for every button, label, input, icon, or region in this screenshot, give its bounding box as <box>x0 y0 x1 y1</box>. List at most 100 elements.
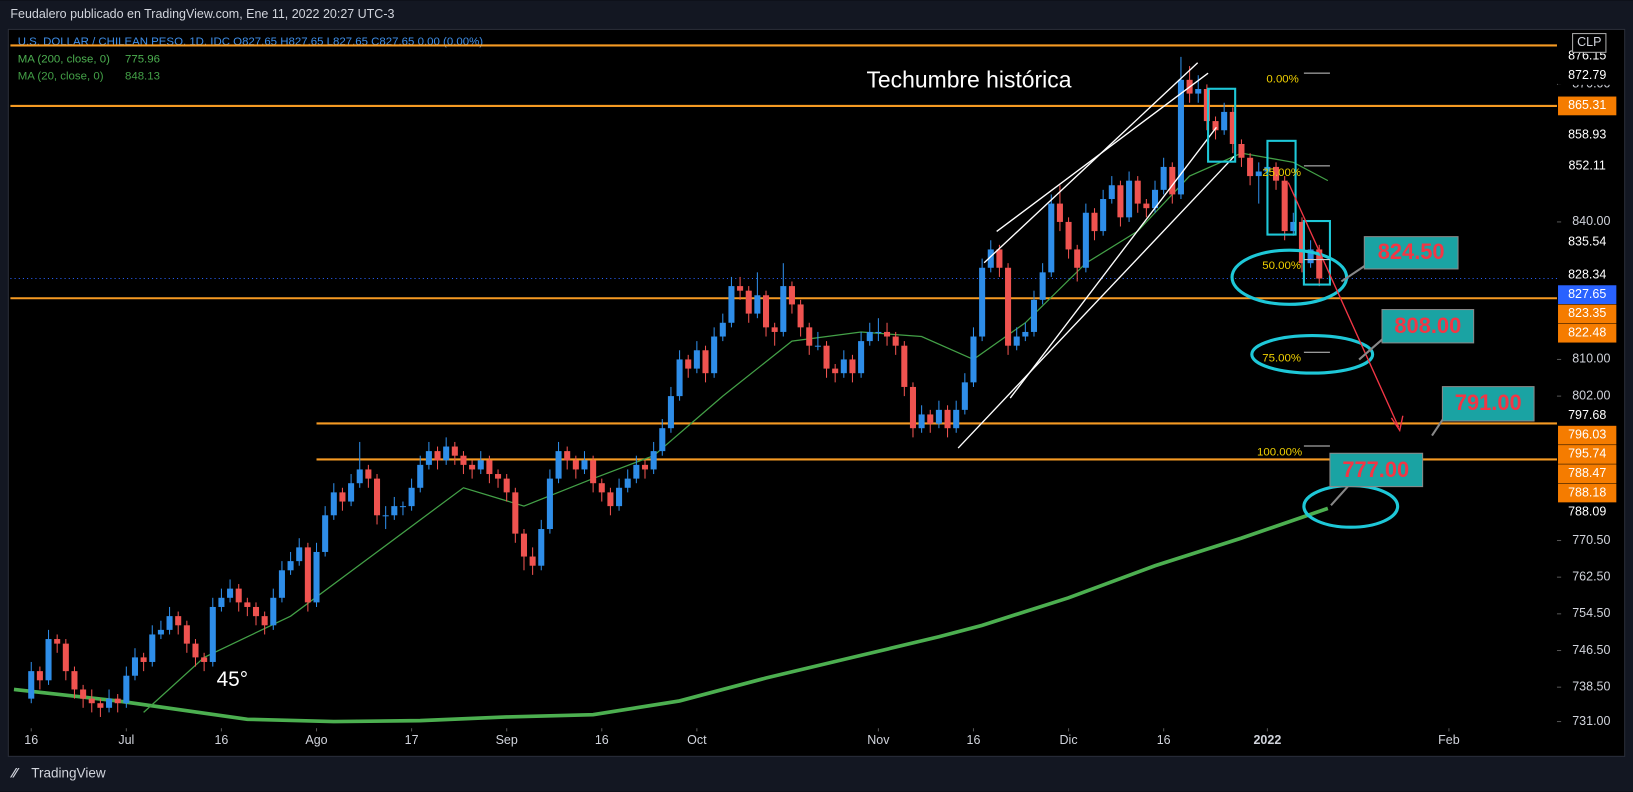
candle-body <box>304 547 311 603</box>
candle-body <box>469 464 476 470</box>
fib-label: 100.00% <box>1257 446 1302 458</box>
candle-body <box>1281 180 1288 232</box>
candle-body <box>961 382 968 410</box>
candle-body <box>979 267 986 337</box>
candle-body <box>693 350 700 369</box>
drawing <box>1250 334 1375 375</box>
target-label: 791.00 <box>1455 390 1522 415</box>
candle-body <box>261 616 268 626</box>
candle-body <box>858 341 865 374</box>
candle-body <box>244 602 251 607</box>
price-label-box <box>1558 125 1617 145</box>
x-tick-label: 16 <box>214 733 228 747</box>
candle-body <box>123 675 130 704</box>
candle-body <box>348 483 355 502</box>
candle-body <box>235 588 242 603</box>
candle-body <box>417 464 424 488</box>
target-label: 824.50 <box>1378 239 1445 264</box>
drawing <box>1390 415 1404 433</box>
candle-body <box>728 286 735 323</box>
ma-line <box>13 506 1329 724</box>
price-label-box <box>1558 266 1617 285</box>
x-tick-label: 16 <box>24 733 38 747</box>
candle-body <box>451 446 458 456</box>
candle-body <box>62 643 69 672</box>
logo: ⁄⁄ <box>9 766 19 781</box>
candle-body <box>131 657 139 676</box>
target-label: 777.00 <box>1342 457 1409 482</box>
candle-body <box>780 286 787 332</box>
candle-body <box>520 533 528 557</box>
candle-body <box>373 478 381 516</box>
currency: CLP <box>1577 35 1601 49</box>
price-label: 788.18 <box>1568 485 1606 499</box>
candle-body <box>1212 121 1219 131</box>
candle-body <box>572 460 579 470</box>
candle-body <box>1143 203 1150 209</box>
price-label-box <box>1558 425 1617 445</box>
price-label: 865.31 <box>1568 98 1606 112</box>
candle-body <box>54 639 61 644</box>
candle-body <box>382 515 389 517</box>
candle-body <box>356 469 363 484</box>
y-tick-label: 762.50 <box>1572 569 1610 583</box>
candle-body <box>365 469 372 479</box>
y-tick-label: 731.00 <box>1572 714 1610 728</box>
price-label: 852.11 <box>1569 159 1606 173</box>
price-label: 788.47 <box>1568 466 1606 480</box>
candle-body <box>866 331 873 342</box>
candle-body <box>771 327 778 332</box>
candle-body <box>590 460 597 484</box>
y-tick-label: 754.50 <box>1572 606 1610 620</box>
x-tick-label: 2022 <box>1253 733 1281 747</box>
price-label: 822.48 <box>1568 325 1606 339</box>
candle-body <box>71 671 78 690</box>
candle-body <box>28 671 35 699</box>
candle-body <box>814 345 821 347</box>
price-label: 823.35 <box>1568 306 1606 320</box>
price-label: 788.09 <box>1568 505 1606 519</box>
candle-body <box>425 451 432 465</box>
candle-body <box>875 331 882 333</box>
drawing <box>1009 126 1217 399</box>
candle-body <box>1290 221 1297 232</box>
candle-body <box>97 703 104 708</box>
candle-body <box>953 409 960 429</box>
candle-body <box>218 597 225 607</box>
drawing <box>1358 337 1384 361</box>
candle-body <box>935 409 942 424</box>
candle-body <box>495 474 502 479</box>
header: Feudalero publicado en TradingView.com, … <box>10 7 394 21</box>
price-label: 795.74 <box>1568 447 1606 461</box>
fib-label: 75.00% <box>1262 353 1301 365</box>
candle-body <box>1030 299 1038 332</box>
candle-body <box>1298 221 1305 264</box>
candle-body <box>1039 272 1046 300</box>
candle-body <box>927 414 934 424</box>
drawing <box>1363 236 1459 270</box>
candle-body <box>598 483 605 493</box>
legend: U.S. DOLLAR / CHILEAN PESO, 1D, IDC O827… <box>18 36 484 48</box>
candle-body <box>1203 88 1210 122</box>
candle-body <box>581 460 588 470</box>
candle-body <box>1074 249 1081 268</box>
drawing <box>1287 182 1400 428</box>
candle-body <box>1195 88 1202 94</box>
x-tick-label: Ago <box>305 733 327 747</box>
candle-body <box>270 597 277 626</box>
candle-body <box>114 698 121 704</box>
y-tick-label: 810.00 <box>1572 352 1610 366</box>
candle-body <box>1307 249 1314 264</box>
x-tick-label: Jul <box>118 733 134 747</box>
price-label-box <box>1558 304 1617 324</box>
price-label-box <box>1558 96 1617 116</box>
price-label-box <box>1558 406 1617 426</box>
candle-body <box>633 464 640 479</box>
y-tick-label: 840.00 <box>1572 214 1610 228</box>
drawing <box>983 62 1199 264</box>
candle-body <box>477 460 484 470</box>
y-tick-label: 746.50 <box>1572 643 1610 657</box>
candle-body <box>201 657 208 662</box>
drawing <box>1381 309 1475 344</box>
candle-body <box>702 350 709 374</box>
